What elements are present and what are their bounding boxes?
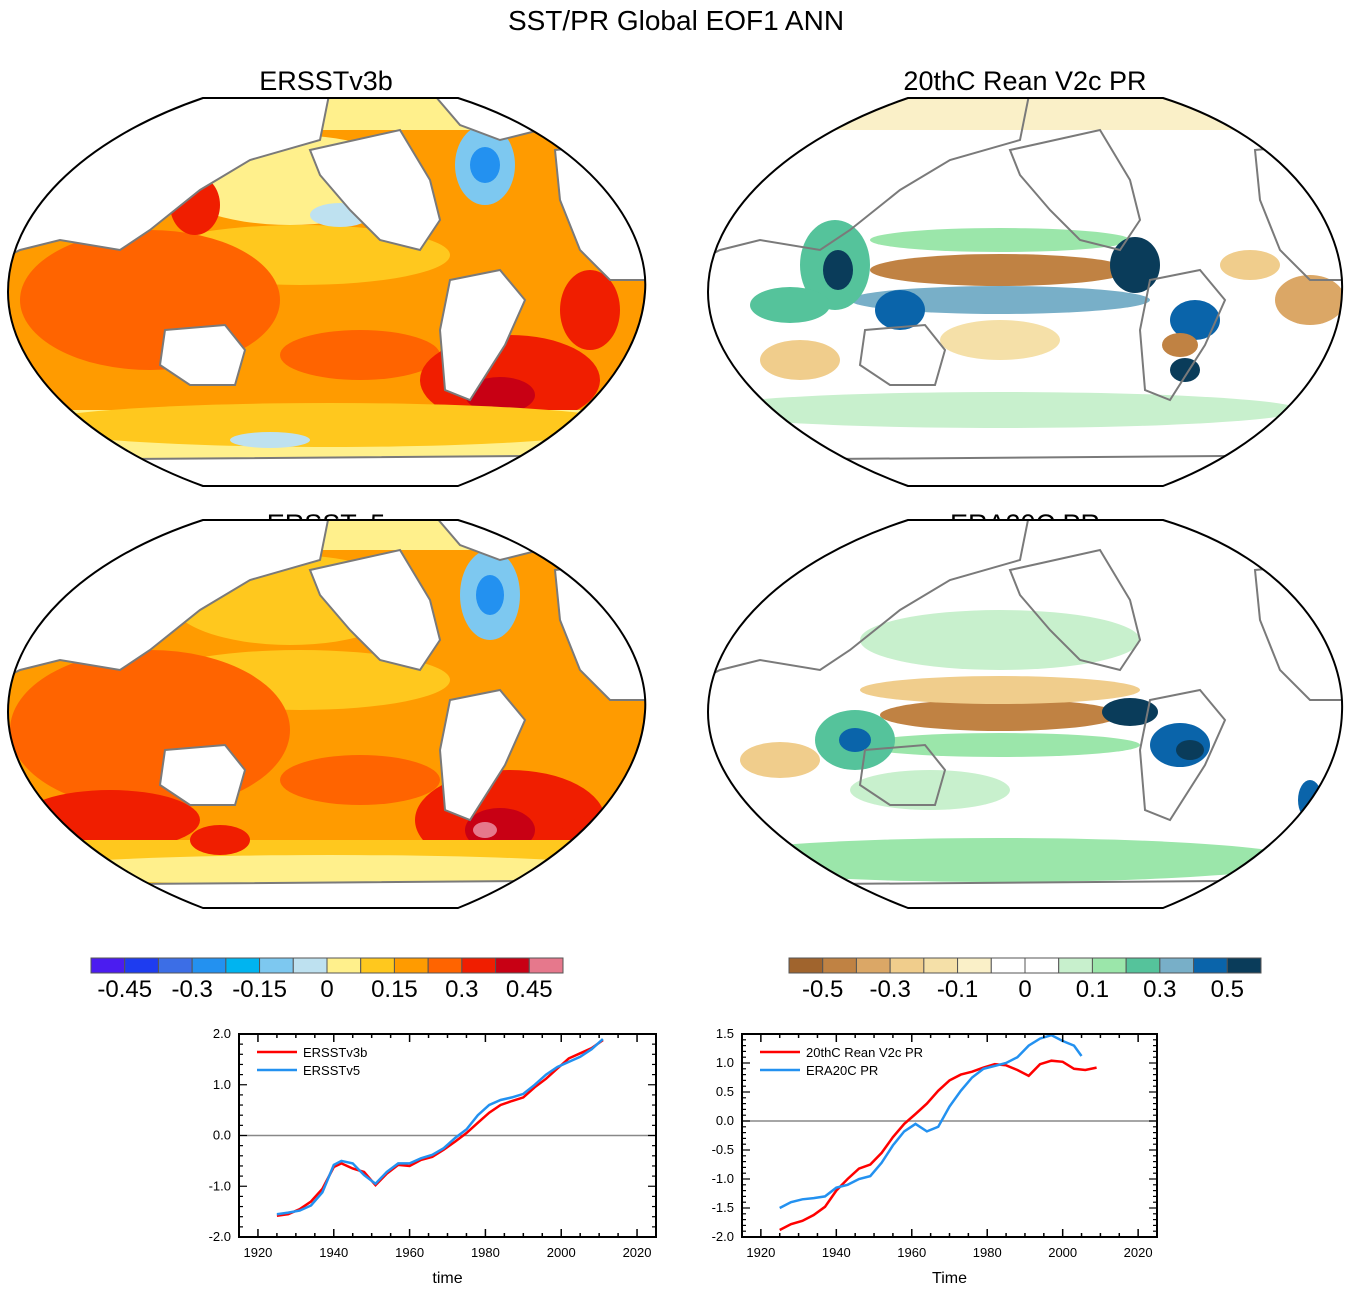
x-tick-label: 1920	[746, 1245, 775, 1260]
colorbar-swatch	[1091, 957, 1127, 974]
colorbar-label: 0.45	[506, 976, 553, 1003]
map-title: 20thC Rean V2c PR	[903, 66, 1146, 96]
colorbar-swatch	[788, 957, 824, 974]
y-tick-label: -1.0	[712, 1171, 734, 1186]
colorbar-swatch	[1125, 957, 1161, 974]
x-tick-label: 2020	[1124, 1245, 1153, 1260]
y-tick-label: 0.0	[716, 1113, 734, 1128]
x-tick-label: 2000	[547, 1245, 576, 1260]
colorbar-swatch	[1193, 957, 1228, 974]
map-panel-ersstv3b: ERSSTv3b	[6, 66, 647, 487]
colorbar-swatch	[461, 957, 497, 974]
series-line	[779, 1033, 1083, 1210]
series-line	[779, 1059, 1097, 1232]
y-tick-label: -1.5	[712, 1200, 734, 1215]
y-tick-label: -1.0	[209, 1178, 231, 1193]
map-panel-era20c-pr: ERA20C PR	[706, 509, 1344, 909]
colorbar-swatch	[157, 957, 193, 974]
x-tick-label: 1960	[897, 1245, 926, 1260]
timeseries-pr: 1920 1940 1960 1980 2000 2020 1.5 1.0 0.5 0.0 -0.5…	[712, 1026, 1158, 1287]
x-tick-label: 1980	[471, 1245, 500, 1260]
colorbar-label: 0.5	[1211, 976, 1244, 1003]
series-line	[276, 1038, 604, 1216]
colorbar-sst: -0.45 -0.3 -0.15 0 0.15 0.3 0.45	[90, 957, 564, 1003]
y-tick-label: 0.0	[213, 1128, 231, 1143]
x-tick-label: 1960	[395, 1245, 424, 1260]
colorbar-swatch	[822, 957, 857, 974]
colorbar-label: 0.3	[445, 976, 478, 1003]
x-tick-label: 1980	[973, 1245, 1002, 1260]
colorbar-swatch	[1159, 957, 1195, 974]
colorbar-swatch	[292, 957, 328, 974]
colorbar-label: 0	[320, 976, 333, 1003]
colorbar-swatch	[889, 957, 925, 974]
figure-title: SST/PR Global EOF1 ANN	[508, 5, 844, 36]
colorbar-swatch	[427, 957, 463, 974]
colorbar-swatch	[990, 957, 1026, 974]
colorbar-label: -0.3	[171, 976, 212, 1003]
timeseries-sst: 1920 1940 1960 1980 2000 2020 2.0 1.0 0.0 -1.0 -2.…	[209, 1026, 657, 1287]
y-tick-label: -2.0	[712, 1229, 734, 1244]
colorbar-pr: -0.5 -0.3 -0.1 0 0.1 0.3 0.5	[788, 957, 1262, 1003]
y-tick-label: -2.0	[209, 1229, 231, 1244]
colorbar-swatch	[855, 957, 891, 974]
map-panel-ersstv5: ERSSTv5	[6, 509, 647, 909]
x-tick-label: 1940	[319, 1245, 348, 1260]
colorbar-label: 0.3	[1143, 976, 1176, 1003]
y-tick-label: 1.0	[716, 1055, 734, 1070]
colorbar-label: -0.15	[232, 976, 287, 1003]
x-tick-label: 1920	[243, 1245, 272, 1260]
x-axis-label: Time	[932, 1270, 967, 1287]
colorbar-swatch	[923, 957, 959, 974]
map-title: ERSSTv3b	[259, 66, 393, 96]
colorbar-swatch	[90, 957, 126, 974]
x-tick-label: 1940	[822, 1245, 851, 1260]
colorbar-swatch	[393, 957, 429, 974]
colorbar-swatch	[326, 957, 362, 974]
colorbar-label: -0.1	[937, 976, 978, 1003]
colorbar-swatch	[225, 957, 261, 974]
colorbar-swatch	[1226, 957, 1262, 974]
colorbar-swatch	[1024, 957, 1060, 974]
colorbar-swatch	[360, 957, 395, 974]
y-tick-label: 1.0	[213, 1077, 231, 1092]
colorbar-swatch	[957, 957, 992, 974]
legend-label: ERA20C PR	[806, 1063, 878, 1078]
y-tick-label: 2.0	[213, 1026, 231, 1041]
colorbar-label: -0.5	[802, 976, 843, 1003]
colorbar-swatch	[1058, 957, 1093, 974]
legend-label: 20thC Rean V2c PR	[806, 1045, 923, 1060]
plot-frame	[741, 1033, 1158, 1238]
colorbar-swatch	[528, 957, 564, 974]
x-tick-label: 2020	[623, 1245, 652, 1260]
y-tick-label: 1.5	[716, 1026, 734, 1041]
colorbar-swatch	[191, 957, 227, 974]
x-axis-label: time	[432, 1270, 462, 1287]
colorbar-swatch	[124, 957, 159, 974]
map-panel-20thc-rean-v2c-pr: 20thC Rean V2c PR	[706, 66, 1344, 487]
colorbar-swatch	[259, 957, 294, 974]
colorbar-label: -0.45	[97, 976, 152, 1003]
legend-label: ERSSTv3b	[303, 1045, 367, 1060]
colorbar-label: 0.1	[1076, 976, 1109, 1003]
pr-field	[708, 520, 1343, 908]
colorbar-label: 0	[1018, 976, 1031, 1003]
y-tick-label: 0.5	[716, 1084, 734, 1099]
colorbar-swatch	[495, 957, 530, 974]
y-tick-label: -0.5	[712, 1142, 734, 1157]
x-tick-label: 2000	[1048, 1245, 1077, 1260]
colorbar-label: 0.15	[371, 976, 418, 1003]
legend-label: ERSSTv5	[303, 1063, 360, 1078]
colorbar-label: -0.3	[869, 976, 910, 1003]
